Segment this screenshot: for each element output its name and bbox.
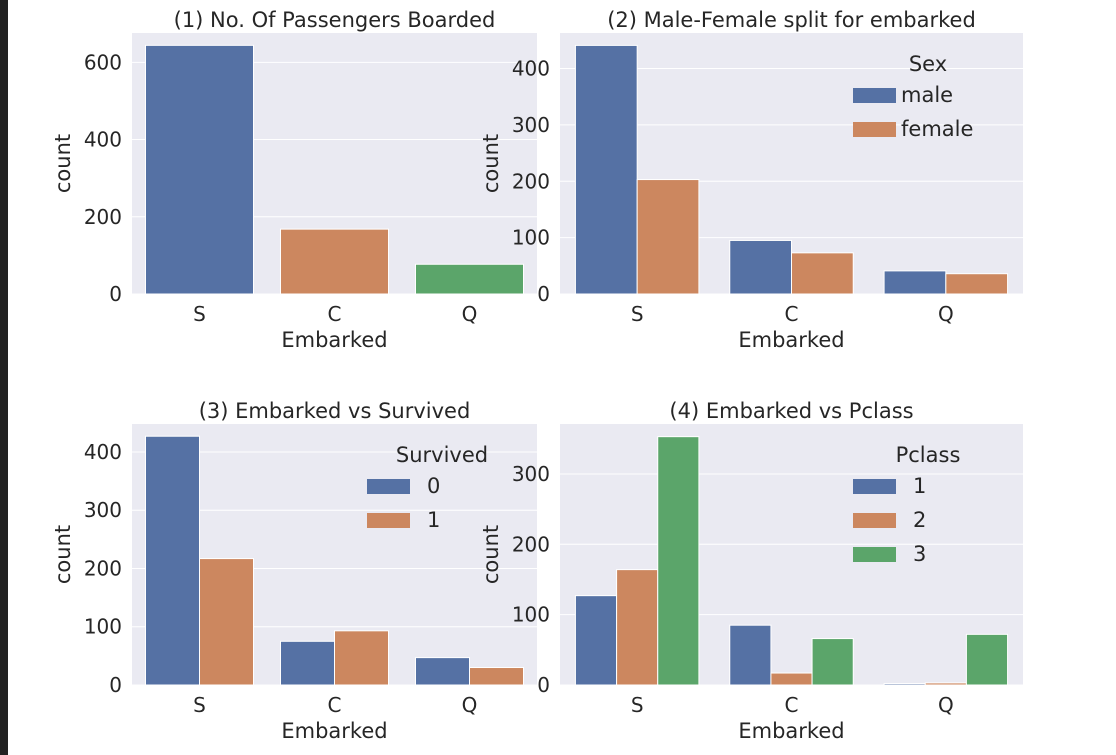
y-tick-label: 200	[84, 205, 122, 229]
x-tick-label: S	[193, 693, 206, 717]
chart-title: (3) Embarked vs Survived	[199, 399, 471, 423]
legend-swatch	[853, 122, 896, 137]
bar-S-0	[145, 435, 200, 686]
y-tick-label: 400	[84, 128, 122, 152]
bar-S	[145, 44, 254, 295]
y-tick-label: 300	[512, 113, 550, 137]
x-tick-label: S	[193, 302, 206, 326]
legend: Pclass 1 2 3	[853, 443, 960, 566]
y-tick-label: 300	[84, 498, 122, 522]
x-tick-label: Q	[462, 302, 478, 326]
x-tick-label: C	[328, 302, 342, 326]
bar-S-male	[574, 44, 638, 295]
x-tick-label: S	[631, 693, 644, 717]
y-axis-label: count	[479, 525, 503, 584]
y-tick-label: 400	[84, 440, 122, 464]
chart-1: 0 200 400 600 S C Q (1) No. Of Passengers Board…	[51, 8, 537, 352]
bar-Q-2	[924, 682, 967, 686]
legend-label: 0	[427, 474, 440, 498]
chart-title: (1) No. Of Passengers Boarded	[174, 8, 496, 32]
x-axis-label: Embarked	[738, 719, 844, 743]
bar-C-male	[729, 239, 792, 295]
chart-title: (2) Male-Female split for embarked	[607, 8, 976, 32]
bar-Q	[415, 263, 524, 295]
y-tick-label: 200	[84, 556, 122, 580]
bar-S-2	[616, 569, 659, 686]
y-axis-label: count	[51, 525, 75, 584]
legend-swatch	[367, 513, 410, 528]
y-axis-label: count	[479, 134, 503, 193]
y-tick-label: 100	[512, 603, 550, 627]
chart-4: 0 100 200 300 S C Q (4) Embarked vs Pclass Embar…	[479, 399, 1023, 743]
bar-Q-female	[945, 273, 1009, 295]
y-tick-label: 0	[537, 282, 550, 306]
bar-S-3	[657, 436, 700, 686]
chart-2: 0 100 200 300 400 S C Q (2) Male-Female split fo…	[479, 8, 1023, 352]
x-tick-label: Q	[462, 693, 478, 717]
legend: Sex male female	[853, 52, 973, 141]
bar-C-female	[791, 252, 854, 295]
y-tick-label: 100	[84, 615, 122, 639]
y-tick-label: 400	[512, 57, 550, 81]
x-axis-label: Embarked	[281, 328, 387, 352]
x-axis-label: Embarked	[281, 719, 387, 743]
bar-Q-1	[469, 667, 524, 686]
bar-C-1	[334, 630, 389, 686]
x-tick-label: S	[631, 302, 644, 326]
x-axis-label: Embarked	[738, 328, 844, 352]
y-axis-label: count	[51, 134, 75, 193]
bar-Q-1	[883, 683, 926, 686]
bar-C-1	[729, 624, 772, 686]
bar-Q-0	[415, 657, 470, 686]
y-tick-label: 100	[512, 226, 550, 250]
legend-swatch	[853, 547, 896, 562]
x-tick-label: C	[785, 693, 799, 717]
legend-label: 1	[427, 508, 440, 532]
y-tick-label: 0	[109, 673, 122, 697]
legend-label: 3	[913, 542, 926, 566]
legend-swatch	[367, 479, 410, 494]
legend: Survived 0 1	[367, 443, 488, 532]
bar-S-1	[574, 595, 618, 686]
legend-label: 2	[913, 508, 926, 532]
legend-title: Pclass	[896, 443, 961, 467]
bar-C-2	[770, 672, 813, 686]
window-left-border	[0, 0, 8, 755]
legend-title: Survived	[396, 443, 488, 467]
legend-label: male	[901, 83, 953, 107]
legend-swatch	[853, 88, 896, 103]
y-tick-label: 0	[537, 673, 550, 697]
y-tick-label: 0	[109, 282, 122, 306]
legend-label: female	[901, 117, 973, 141]
legend-swatch	[853, 479, 896, 494]
chart-3: 0 100 200 300 400 S C Q (3) Embarked vs Survived…	[51, 399, 537, 743]
x-tick-label: Q	[938, 302, 954, 326]
x-tick-label: C	[785, 302, 799, 326]
bar-C-0	[280, 640, 335, 686]
bar-C	[280, 228, 389, 295]
bar-Q-male	[883, 270, 947, 295]
bar-S-1	[199, 558, 254, 686]
y-tick-label: 300	[512, 462, 550, 486]
y-tick-label: 600	[84, 50, 122, 74]
y-tick-label: 200	[512, 169, 550, 193]
bar-S-female	[636, 179, 700, 295]
legend-swatch	[853, 513, 896, 528]
legend-label: 1	[913, 474, 926, 498]
y-tick-label: 200	[512, 532, 550, 556]
bar-C-3	[811, 638, 854, 686]
x-tick-label: Q	[938, 693, 954, 717]
chart-title: (4) Embarked vs Pclass	[669, 399, 913, 423]
bar-Q-3	[965, 633, 1009, 686]
x-tick-label: C	[328, 693, 342, 717]
legend-title: Sex	[909, 52, 947, 76]
